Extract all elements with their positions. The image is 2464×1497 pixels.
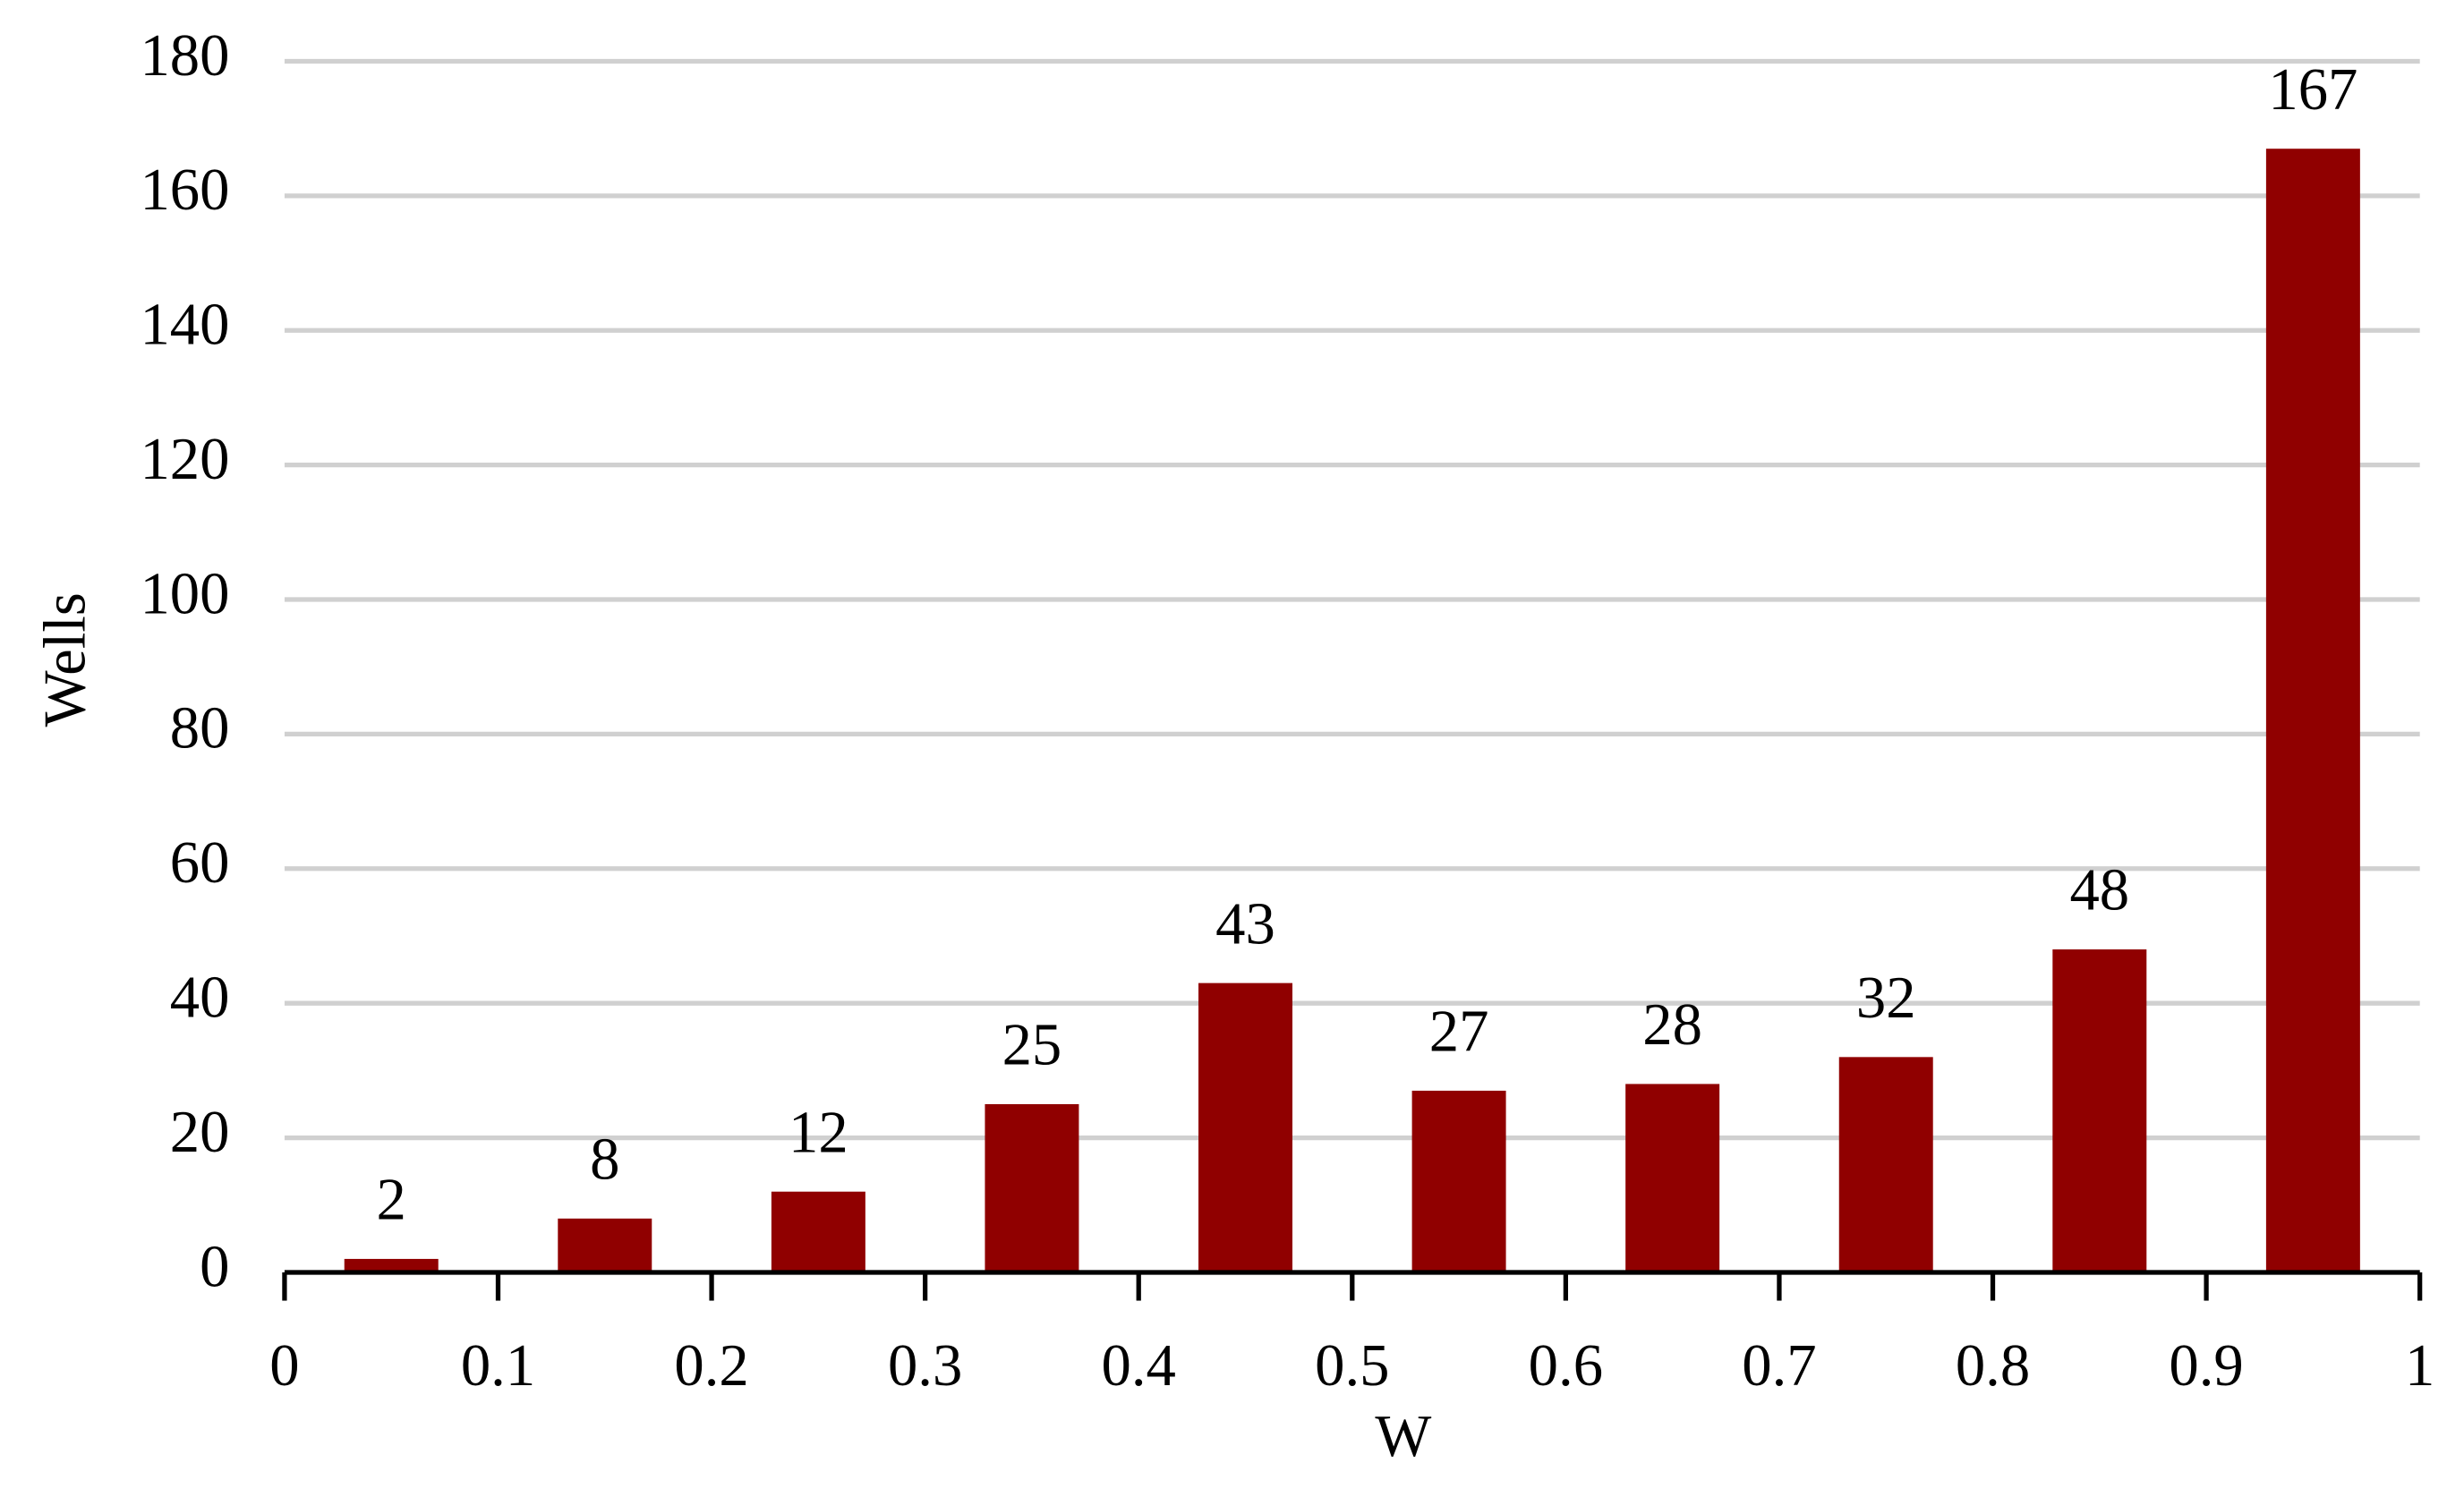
x-tick-label: 0.2 [674, 1333, 748, 1399]
data-label: 2 [377, 1168, 406, 1233]
x-tick-label: 0.6 [1529, 1333, 1603, 1399]
bar [2265, 149, 2360, 1272]
y-tick-label: 60 [170, 830, 230, 896]
x-tick-label: 0.7 [1742, 1333, 1816, 1399]
y-tick-label: 160 [140, 157, 229, 223]
x-tick-label: 0.1 [461, 1333, 535, 1399]
x-tick-label: 0 [269, 1333, 299, 1399]
bar [344, 1258, 439, 1272]
y-tick-label: 100 [140, 561, 229, 626]
x-tick-label: 1 [2405, 1333, 2434, 1399]
x-tick-label: 0.5 [1315, 1333, 1389, 1399]
data-label: 12 [789, 1100, 848, 1165]
x-axis-label: W [1375, 1404, 1431, 1469]
bar [1625, 1084, 1720, 1272]
data-label: 8 [590, 1127, 619, 1192]
bar [1838, 1057, 1933, 1272]
y-tick-label: 40 [170, 965, 230, 1030]
y-tick-label: 180 [140, 23, 229, 89]
y-axis-label: Wells [32, 592, 98, 727]
data-label: 48 [2069, 858, 2129, 923]
bar [1198, 982, 1292, 1272]
x-tick-label: 0.3 [888, 1333, 962, 1399]
y-tick-label: 20 [170, 1100, 230, 1165]
bar [1411, 1090, 1506, 1272]
x-tick-label: 0.9 [2169, 1333, 2243, 1399]
data-label: 167 [2268, 57, 2357, 123]
y-tick-label: 140 [140, 293, 229, 358]
x-tick-label: 0.8 [1956, 1333, 2030, 1399]
data-label: 28 [1642, 992, 1702, 1058]
bar [558, 1218, 652, 1272]
x-tick-label: 0.4 [1102, 1333, 1176, 1399]
y-tick-label: 120 [140, 427, 229, 492]
data-label: 32 [1856, 965, 1916, 1031]
data-label: 43 [1215, 891, 1275, 957]
data-label: 27 [1429, 999, 1489, 1065]
bar [985, 1103, 1079, 1272]
y-tick-label: 80 [170, 696, 230, 761]
bar [2052, 949, 2147, 1272]
data-label: 25 [1002, 1013, 1062, 1078]
y-tick-label: 0 [200, 1234, 229, 1299]
bar [771, 1191, 865, 1272]
